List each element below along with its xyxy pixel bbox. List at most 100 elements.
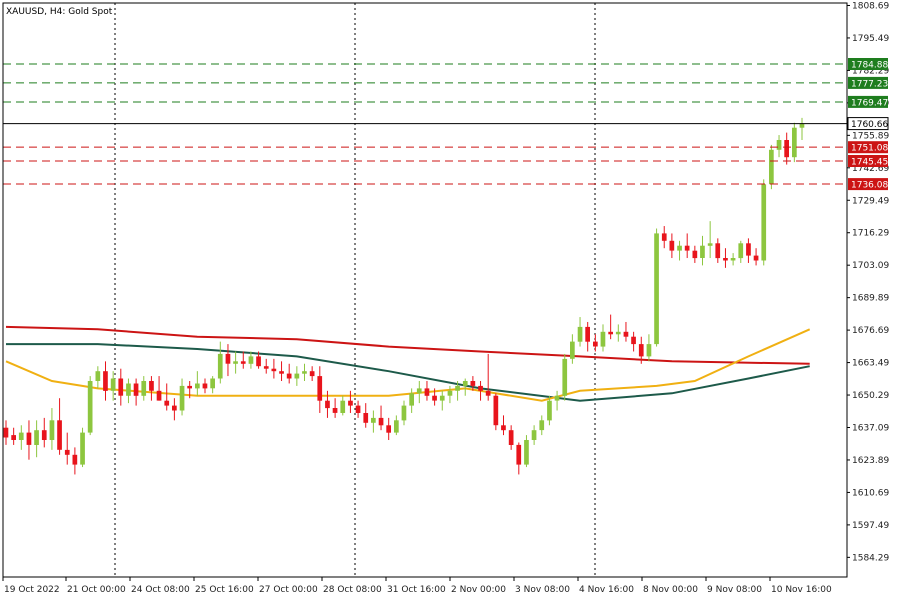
current-price-label: 1760.66 xyxy=(851,120,888,130)
x-tick-label: 19 Oct 2022 xyxy=(4,585,60,595)
candle xyxy=(87,376,93,436)
y-tick-label: 1703.09 xyxy=(852,261,889,271)
candle-body xyxy=(187,385,192,389)
candle xyxy=(799,117,805,140)
y-tick-label: 1742.69 xyxy=(852,164,889,174)
candle-body xyxy=(799,123,805,128)
candle-body xyxy=(608,331,613,335)
candle xyxy=(593,334,598,352)
candle-body xyxy=(600,331,606,347)
candle-body xyxy=(11,435,16,440)
candle-body xyxy=(631,336,636,345)
candle xyxy=(386,417,391,441)
candle xyxy=(49,408,55,450)
candle-body xyxy=(478,385,483,391)
candle xyxy=(638,336,644,364)
price-level-labels: 1784.88 1777.23 1769.47 1751.08 1745.45 1736.… xyxy=(847,58,889,191)
candle xyxy=(248,351,254,369)
candle-body xyxy=(638,344,644,357)
candle-body xyxy=(416,388,422,394)
candle-body xyxy=(248,356,254,364)
candle-body xyxy=(202,383,208,389)
candle-body xyxy=(485,390,491,396)
candle xyxy=(18,425,24,450)
candle xyxy=(524,435,529,468)
candle-body xyxy=(233,361,238,364)
candle xyxy=(485,353,491,401)
y-tick-label: 1782.29 xyxy=(852,66,889,76)
candle xyxy=(126,378,131,404)
candle-body xyxy=(554,395,560,401)
candle-body xyxy=(539,420,545,431)
resistance-level-label: 1784.88 xyxy=(851,61,888,71)
candle-body xyxy=(746,243,751,256)
candle-body xyxy=(49,420,55,440)
candle xyxy=(631,331,636,352)
candle xyxy=(309,366,315,381)
candle xyxy=(570,334,575,364)
candle-body xyxy=(286,373,292,379)
candle xyxy=(210,376,215,394)
candle xyxy=(202,378,208,394)
candle-body xyxy=(424,388,430,396)
candle xyxy=(531,425,537,445)
candle xyxy=(516,442,522,475)
candle xyxy=(41,417,47,448)
y-tick-label: 1716.29 xyxy=(852,229,889,239)
y-tick-label: 1795.49 xyxy=(852,34,889,44)
candle-body xyxy=(669,240,675,251)
candle xyxy=(286,363,292,384)
y-tick-label: 1689.89 xyxy=(852,294,889,304)
candle xyxy=(753,248,759,266)
candle xyxy=(761,179,767,266)
candle xyxy=(179,378,185,416)
plot-frame xyxy=(2,2,848,578)
candle xyxy=(539,415,545,436)
candle xyxy=(615,324,621,342)
candle xyxy=(493,393,499,431)
candle xyxy=(225,344,231,377)
candle-body xyxy=(363,413,369,423)
candle-body xyxy=(172,405,177,411)
candle xyxy=(3,420,9,445)
candle xyxy=(149,376,154,401)
candle xyxy=(669,233,675,259)
candle-body xyxy=(577,326,583,342)
moving-average-line xyxy=(6,343,810,402)
candle xyxy=(340,395,346,416)
candle-body xyxy=(394,420,399,433)
candle-body xyxy=(707,243,713,246)
candle xyxy=(623,321,629,342)
x-tick-label: 9 Nov 08:00 xyxy=(707,585,762,595)
candle xyxy=(646,334,652,362)
candle xyxy=(792,122,797,163)
candle xyxy=(11,427,16,445)
candle xyxy=(562,353,568,401)
candle xyxy=(585,321,590,352)
candle-body xyxy=(64,449,70,455)
candle xyxy=(424,380,430,401)
candle xyxy=(577,317,583,347)
candle-body xyxy=(439,395,445,401)
candle-body xyxy=(776,140,782,150)
y-tick-label: 1808.69 xyxy=(852,2,889,12)
candle-body xyxy=(700,245,705,258)
y-tick-label: 1663.49 xyxy=(852,359,889,369)
candle xyxy=(64,432,70,465)
candle xyxy=(156,376,162,401)
candle-body xyxy=(769,149,774,185)
candle-body xyxy=(118,378,124,396)
candle xyxy=(654,228,659,347)
candle xyxy=(547,395,552,426)
support-level-label: 1745.45 xyxy=(851,158,888,168)
candle xyxy=(195,371,200,396)
candle-body xyxy=(524,440,529,465)
candle xyxy=(164,383,170,411)
candle-body xyxy=(493,395,499,426)
candle xyxy=(80,427,85,468)
candle-body xyxy=(149,381,154,391)
candlesticks xyxy=(3,117,805,475)
x-tick-label: 3 Nov 08:00 xyxy=(515,585,570,595)
